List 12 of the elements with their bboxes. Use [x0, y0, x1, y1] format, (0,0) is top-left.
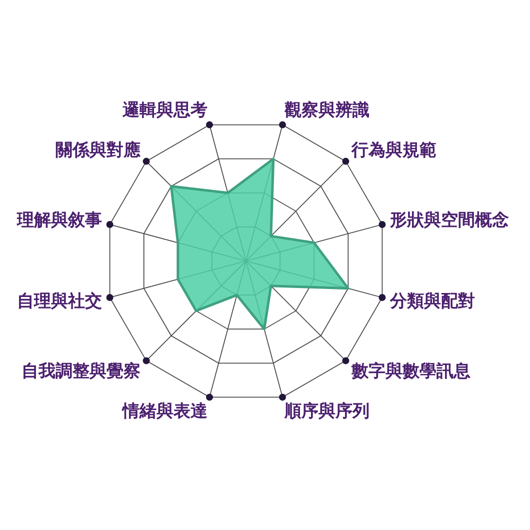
- spoke-label: 自理與社交: [17, 291, 102, 312]
- spoke-label: 行為與規範: [350, 140, 436, 161]
- spoke-label: 順序與序列: [284, 402, 370, 422]
- spoke-label: 邏輯與思考: [121, 100, 208, 120]
- spoke-label: 觀察與辨識: [284, 100, 370, 120]
- spoke-label: 關係與對應: [56, 140, 142, 161]
- spoke-label: 形狀與空間概念: [388, 210, 509, 231]
- spoke-label: 數字與數學訊息: [350, 361, 470, 382]
- spoke-label: 自我調整與覺察: [22, 361, 141, 382]
- spoke-label: 分類與配對: [388, 291, 475, 312]
- spoke-label: 理解與敘事: [16, 210, 102, 231]
- spoke-label: 情緒與表達: [121, 402, 208, 422]
